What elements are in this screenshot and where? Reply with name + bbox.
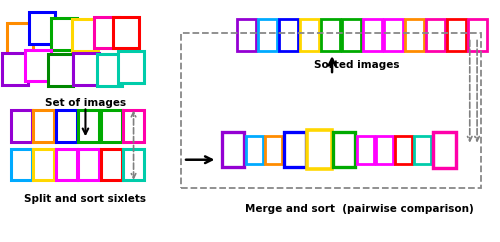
FancyBboxPatch shape (73, 53, 98, 85)
FancyBboxPatch shape (376, 136, 394, 164)
FancyBboxPatch shape (100, 110, 121, 142)
FancyBboxPatch shape (123, 149, 144, 180)
Text: Split and sort sixlets: Split and sort sixlets (24, 194, 146, 204)
FancyBboxPatch shape (78, 149, 99, 180)
FancyBboxPatch shape (307, 130, 332, 169)
FancyBboxPatch shape (48, 54, 73, 86)
FancyBboxPatch shape (363, 19, 382, 51)
FancyBboxPatch shape (356, 136, 374, 164)
FancyBboxPatch shape (405, 19, 424, 51)
FancyBboxPatch shape (468, 19, 487, 51)
FancyBboxPatch shape (96, 54, 122, 86)
FancyBboxPatch shape (100, 149, 121, 180)
FancyBboxPatch shape (279, 19, 298, 51)
FancyBboxPatch shape (33, 110, 54, 142)
FancyBboxPatch shape (10, 149, 31, 180)
FancyBboxPatch shape (395, 136, 412, 164)
FancyBboxPatch shape (258, 19, 278, 51)
FancyBboxPatch shape (237, 19, 256, 51)
FancyBboxPatch shape (300, 19, 320, 51)
FancyBboxPatch shape (8, 23, 32, 54)
FancyBboxPatch shape (2, 53, 28, 85)
FancyBboxPatch shape (33, 149, 54, 180)
FancyBboxPatch shape (56, 149, 76, 180)
FancyBboxPatch shape (52, 18, 76, 50)
FancyBboxPatch shape (30, 12, 54, 44)
FancyBboxPatch shape (447, 19, 466, 51)
FancyBboxPatch shape (342, 19, 361, 51)
FancyBboxPatch shape (118, 51, 144, 83)
FancyBboxPatch shape (414, 136, 432, 164)
FancyBboxPatch shape (246, 136, 263, 164)
FancyBboxPatch shape (284, 132, 306, 167)
FancyBboxPatch shape (56, 110, 76, 142)
FancyBboxPatch shape (384, 19, 404, 51)
FancyBboxPatch shape (10, 110, 31, 142)
FancyBboxPatch shape (222, 132, 244, 167)
FancyBboxPatch shape (26, 50, 51, 81)
Text: Merge and sort  (pairwise comparison): Merge and sort (pairwise comparison) (244, 204, 474, 214)
Text: Set of images: Set of images (45, 98, 126, 108)
FancyBboxPatch shape (72, 19, 98, 51)
FancyBboxPatch shape (123, 110, 144, 142)
Text: Sorted images: Sorted images (314, 60, 399, 70)
FancyBboxPatch shape (426, 19, 446, 51)
FancyBboxPatch shape (264, 136, 282, 164)
FancyBboxPatch shape (94, 17, 119, 48)
FancyBboxPatch shape (321, 19, 340, 51)
FancyBboxPatch shape (114, 17, 138, 48)
FancyBboxPatch shape (433, 132, 456, 168)
FancyBboxPatch shape (333, 132, 355, 167)
FancyBboxPatch shape (78, 110, 99, 142)
